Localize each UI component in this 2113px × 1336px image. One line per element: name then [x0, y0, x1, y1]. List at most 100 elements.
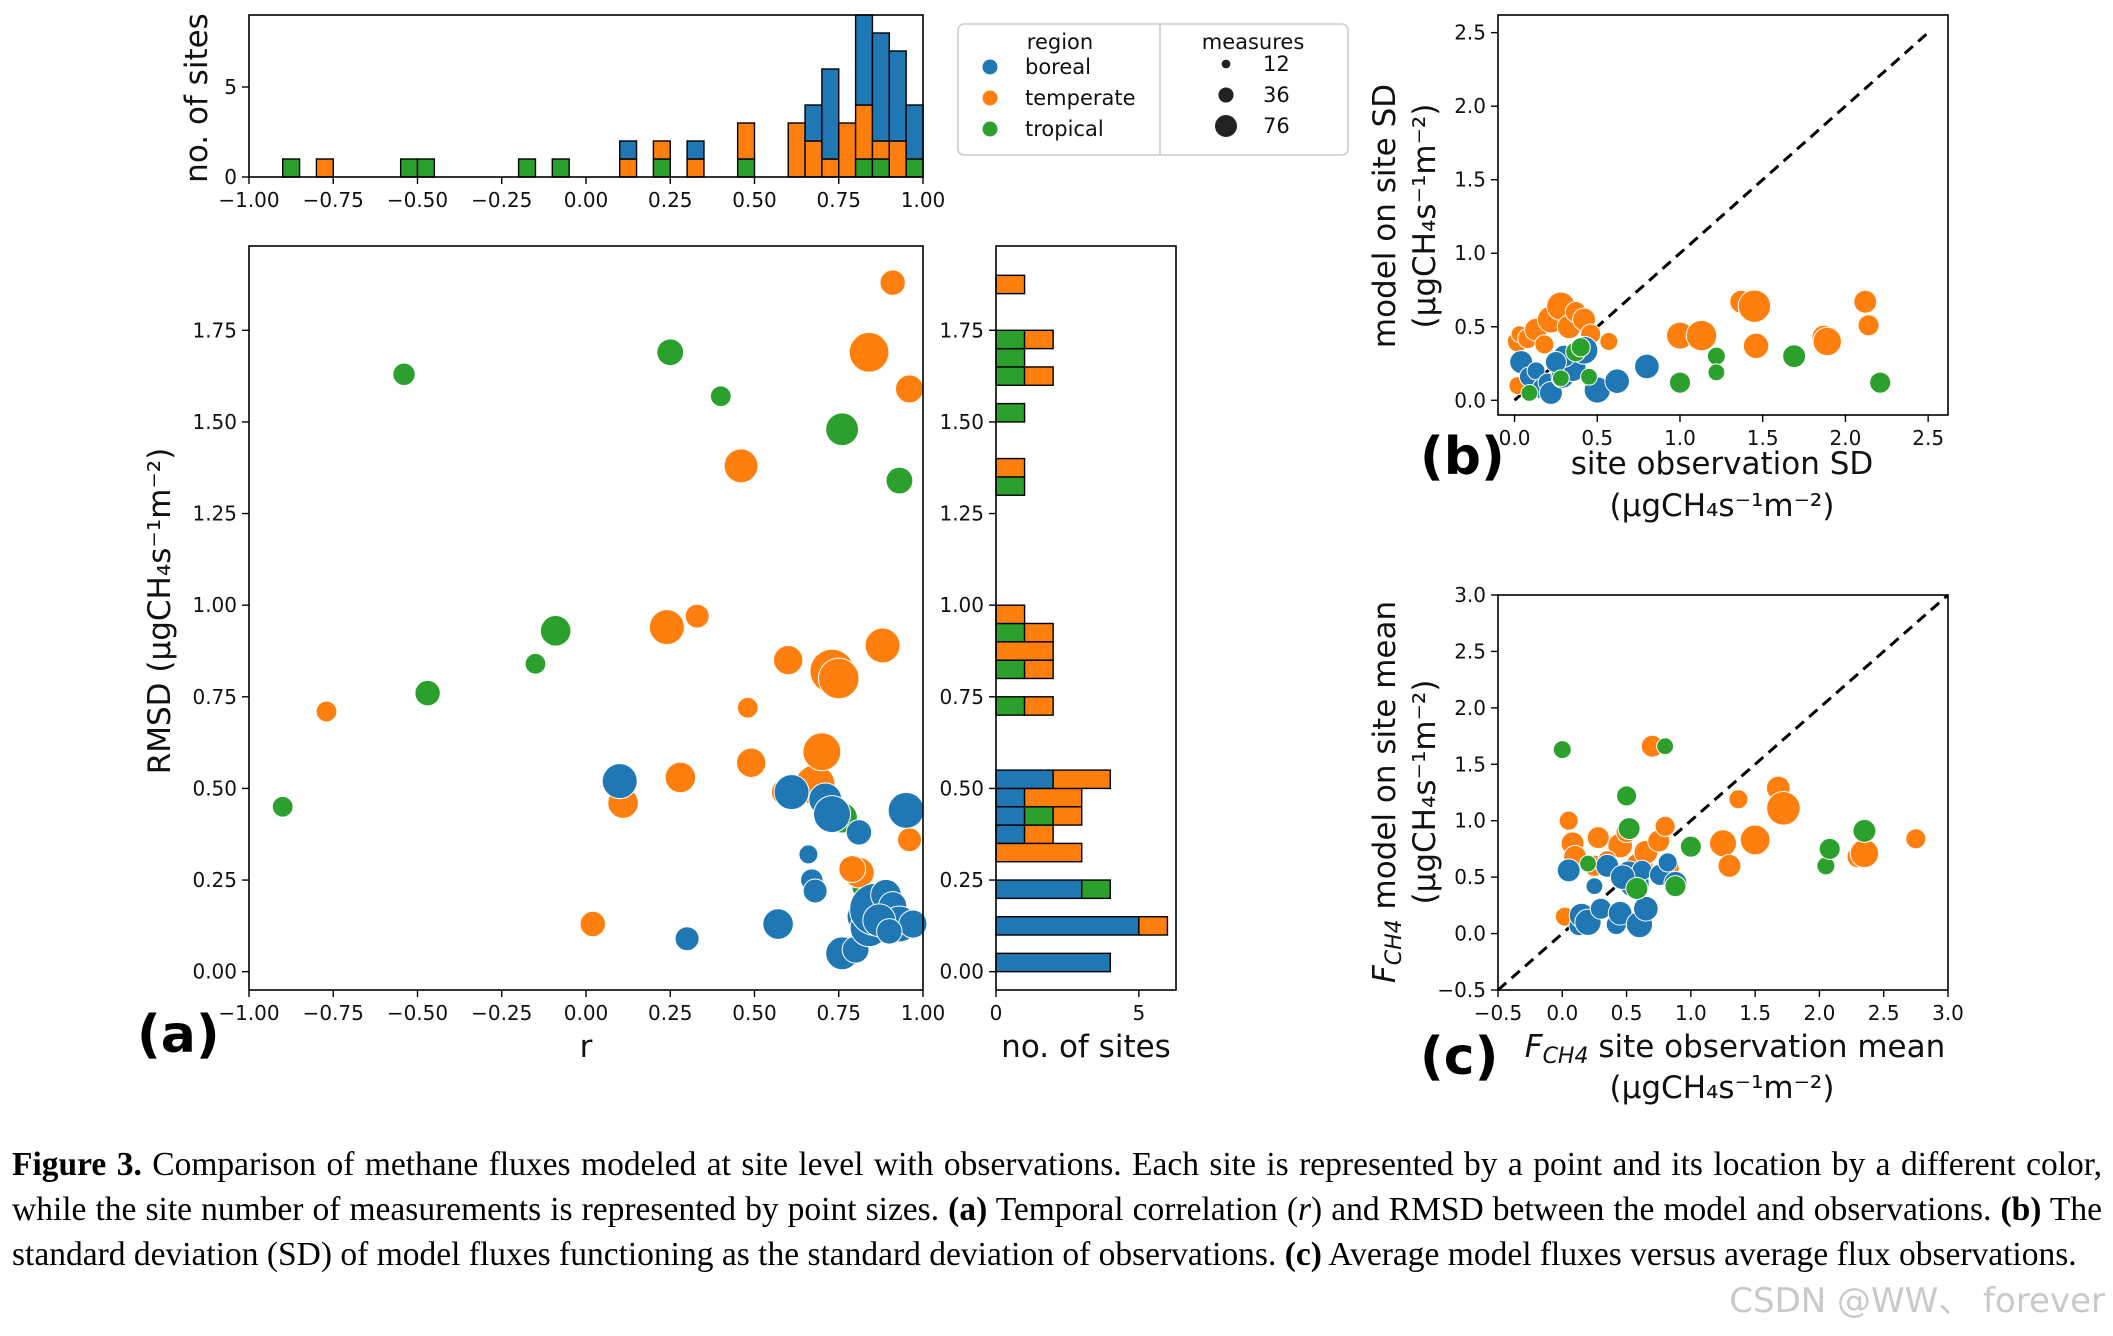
- panel-a-x-tick-label: 0.75: [816, 1001, 861, 1025]
- legend-boreal-marker: [982, 59, 998, 75]
- panel-c-ylabel-units: (μgCH₄s⁻¹m⁻²): [1407, 680, 1443, 905]
- right-hist-bar-temperate: [995, 457, 1026, 478]
- panel-a-point-tropical: [656, 338, 685, 367]
- top-hist-bar-tropical: [652, 158, 671, 178]
- panel-c-point-temperate: [1709, 829, 1737, 858]
- top-hist-bar-temperate: [652, 140, 671, 160]
- caption-text-4: The standard deviation (SD) of model flu…: [12, 1191, 2102, 1273]
- panel-a-point-temperate: [848, 331, 890, 373]
- top-hist-bar-boreal: [854, 14, 874, 106]
- panel-b-point-temperate: [1857, 314, 1880, 337]
- panel-a-point-boreal: [802, 878, 828, 904]
- panel-b-point-tropical: [1551, 369, 1570, 388]
- panel-b-x-tick-label: 2.0: [1830, 426, 1862, 450]
- panel-b-point-boreal: [1544, 351, 1567, 374]
- panel-a-right-histogram: 0 5 0.00 0.25 0.50 0.75 1.00 1.25 1.50 1.75 no. …: [939, 245, 1177, 1065]
- top-hist-bar-tropical: [282, 158, 301, 178]
- top-hist-bar-temperate: [787, 122, 806, 178]
- right-hist-x-tick-label: 5: [1132, 1001, 1145, 1025]
- panel-c-y-tick-label: 0.5: [1454, 865, 1486, 889]
- panel-b-ylabel-units: (μgCH₄s⁻¹m⁻²): [1407, 104, 1443, 329]
- caption-text-3: ) and RMSD between the model and observa…: [1311, 1191, 2001, 1228]
- panel-b-xlabel-units: (μgCH₄s⁻¹m⁻²): [1610, 488, 1835, 524]
- panel-a-y-tick-label: 1.75: [192, 318, 237, 342]
- panel-b-label: (b): [1420, 427, 1505, 487]
- right-hist-bar-tropical: [995, 476, 1026, 496]
- top-hist-bar-boreal: [821, 68, 840, 160]
- panel-b-point-temperate: [1742, 332, 1770, 360]
- panel-b-point-tropical: [1520, 384, 1539, 402]
- right-hist-bar-tropical: [995, 696, 1026, 716]
- panel-b-point-temperate: [1812, 326, 1842, 357]
- panel-a-x-tick-label: 1.00: [901, 1001, 946, 1025]
- panel-b-point-tropical: [1706, 346, 1726, 366]
- top-hist-x-tick-label: 0.25: [648, 188, 693, 212]
- panel-a-point-boreal: [674, 926, 700, 952]
- caption-c-label: (c): [1284, 1236, 1322, 1273]
- panel-b-point-tropical: [1668, 371, 1692, 394]
- panel-c-y-tick-label: 2.0: [1454, 696, 1486, 720]
- caption-a-label: (a): [948, 1191, 988, 1228]
- panel-a-point-boreal: [601, 763, 638, 800]
- top-hist-x-tick-label: −0.25: [471, 188, 532, 212]
- top-hist-bar-boreal: [905, 104, 924, 160]
- panel-a-x-tick-label: −1.00: [218, 1001, 279, 1025]
- panel-b-ylabel: model on site SD: [1367, 84, 1403, 348]
- panel-a-point-tropical: [709, 385, 732, 408]
- legend-tropical-label: tropical: [1025, 117, 1104, 141]
- right-hist-x-tick-label: 0: [990, 1001, 1003, 1025]
- panel-c-ylabel: FCH4 model on site mean: [1367, 601, 1407, 983]
- panel-c: −0.5 0.0 0.5 1.0 1.5 2.0 2.5 3.0 −0.5 0.0 0.5 1.0 1.…: [1367, 583, 1964, 1106]
- panel-a-point-tropical: [392, 362, 416, 387]
- panel-b-point-boreal: [1604, 368, 1630, 395]
- panel-c-point-temperate: [1739, 824, 1771, 856]
- panel-b-point-tropical: [1580, 367, 1598, 386]
- right-hist-bar-tropical: [995, 659, 1026, 680]
- top-hist-bar-tropical: [871, 158, 891, 178]
- panel-a-point-tropical: [825, 412, 860, 447]
- panel-a-point-tropical: [271, 795, 294, 818]
- figure-3: −1.00 −0.75 −0.50 −0.25 0.00 0.25 0.50 0.75 1.00…: [137, 13, 1964, 1106]
- legend-tropical-marker: [982, 121, 998, 137]
- panel-a-y-tick-label: 0.50: [192, 776, 237, 800]
- panel-b-y-tick-label: 0.0: [1454, 388, 1486, 412]
- top-hist-bar-temperate: [804, 140, 823, 178]
- panel-a-point-temperate: [735, 747, 767, 778]
- right-hist-bar-boreal: [995, 952, 1111, 973]
- panel-c-xlabel-rest: site observation mean: [1588, 1029, 1945, 1065]
- panel-c-xlabel-f: F: [1525, 1029, 1544, 1065]
- top-hist-bar-tropical: [416, 158, 436, 178]
- right-hist-xlabel: no. of sites: [1001, 1029, 1171, 1065]
- legend-measure-12-marker: [1221, 59, 1231, 69]
- panel-a-point-temperate: [894, 374, 925, 404]
- panel-a-x-tick-label: 0.50: [732, 1001, 777, 1025]
- panel-c-label: (c): [1420, 1027, 1498, 1087]
- panel-a-point-boreal: [813, 795, 852, 834]
- panel-c-point-temperate: [1586, 826, 1610, 850]
- panel-c-point-tropical: [1679, 835, 1702, 858]
- panel-b-x-tick-label: 2.5: [1912, 426, 1944, 450]
- panel-c-point-temperate: [1558, 810, 1579, 831]
- panel-a-point-temperate: [664, 761, 697, 794]
- figure-caption: Figure 3. Comparison of methane fluxes m…: [12, 1142, 2102, 1277]
- caption-b-label: (b): [2000, 1191, 2042, 1228]
- caption-figure-label: Figure 3.: [12, 1146, 142, 1183]
- panel-a-point-boreal: [773, 774, 810, 811]
- panel-a-point-tropical: [524, 652, 547, 675]
- panel-b-point-temperate: [1534, 334, 1555, 355]
- right-hist-bar-temperate: [1023, 696, 1054, 716]
- panel-c-point-temperate: [1905, 828, 1927, 850]
- legend-boreal-label: boreal: [1025, 55, 1091, 79]
- panel-c-y-tick-label: 1.5: [1454, 752, 1486, 776]
- top-hist-bar-tropical: [399, 158, 419, 178]
- right-hist-y-tick-label: 0.75: [939, 685, 984, 709]
- top-hist-bar-temperate: [619, 158, 638, 178]
- panel-c-y-tick-label: −0.5: [1437, 978, 1486, 1002]
- panel-c-x-tick-label: 2.5: [1868, 1001, 1900, 1025]
- right-hist-y-tick-label: 1.75: [939, 318, 984, 342]
- top-hist-bar-temperate: [871, 140, 891, 160]
- panel-b-y-tick-label: 2.5: [1454, 21, 1486, 45]
- panel-b-x-tick-label: 0.0: [1499, 426, 1531, 450]
- panel-a-point-temperate: [864, 627, 901, 664]
- panel-a-point-temperate: [579, 910, 606, 938]
